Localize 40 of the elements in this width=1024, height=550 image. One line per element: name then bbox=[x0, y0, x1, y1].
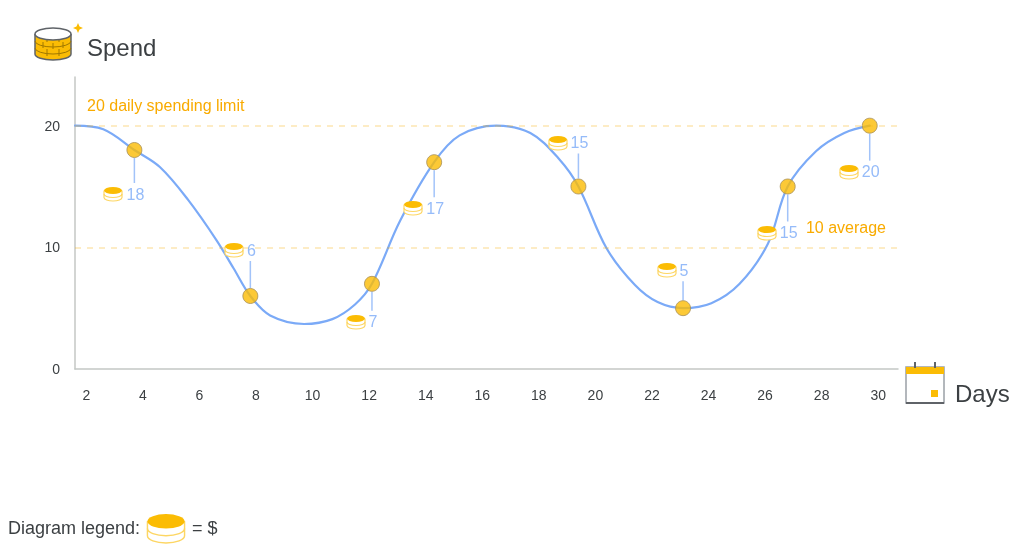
x-tick-label: 2 bbox=[82, 387, 91, 403]
y-tick-label: 20 bbox=[44, 117, 61, 134]
x-tick-label: 8 bbox=[252, 387, 261, 403]
data-label: 20 bbox=[861, 163, 880, 181]
data-label: 15 bbox=[779, 224, 798, 241]
point bbox=[779, 178, 796, 195]
x-tick-label: 4 bbox=[138, 387, 147, 403]
x-tick-label: 30 bbox=[870, 387, 887, 403]
x-tick-label: 14 bbox=[417, 387, 434, 403]
data-label: 17 bbox=[426, 199, 445, 217]
x-axis-title: Days bbox=[955, 379, 1010, 407]
point bbox=[426, 154, 443, 171]
ref-line-label: 10 average bbox=[805, 218, 887, 236]
data-label: 15 bbox=[570, 134, 589, 151]
y-axis-title: Spend bbox=[87, 33, 157, 61]
text: = $ bbox=[192, 517, 218, 539]
text: Diagram legend: bbox=[8, 517, 141, 539]
point bbox=[363, 275, 380, 292]
ref-line-label: 20 daily spending limit bbox=[87, 97, 245, 115]
data-label: 18 bbox=[126, 185, 145, 203]
point bbox=[126, 142, 143, 158]
data-label: 5 bbox=[679, 261, 689, 279]
x-tick-label: 16 bbox=[474, 387, 491, 403]
point bbox=[861, 117, 878, 134]
x-tick-label: 6 bbox=[195, 387, 204, 403]
x-tick-label: 10 bbox=[304, 387, 321, 403]
point bbox=[570, 178, 587, 195]
y-tick-label: 0 bbox=[52, 361, 61, 377]
x-tick-label: 28 bbox=[813, 387, 830, 403]
x-tick-label: 20 bbox=[587, 387, 604, 403]
x-tick-label: 22 bbox=[644, 387, 660, 403]
y-tick-label: 10 bbox=[44, 239, 61, 256]
x-tick-label: 12 bbox=[361, 387, 378, 403]
point bbox=[242, 288, 259, 304]
data-label: 7 bbox=[368, 313, 378, 331]
data-label: 6 bbox=[246, 241, 256, 259]
x-tick-label: 24 bbox=[700, 387, 717, 403]
x-tick-label: 26 bbox=[757, 387, 774, 403]
point bbox=[675, 300, 692, 317]
x-tick-label: 18 bbox=[531, 387, 547, 403]
